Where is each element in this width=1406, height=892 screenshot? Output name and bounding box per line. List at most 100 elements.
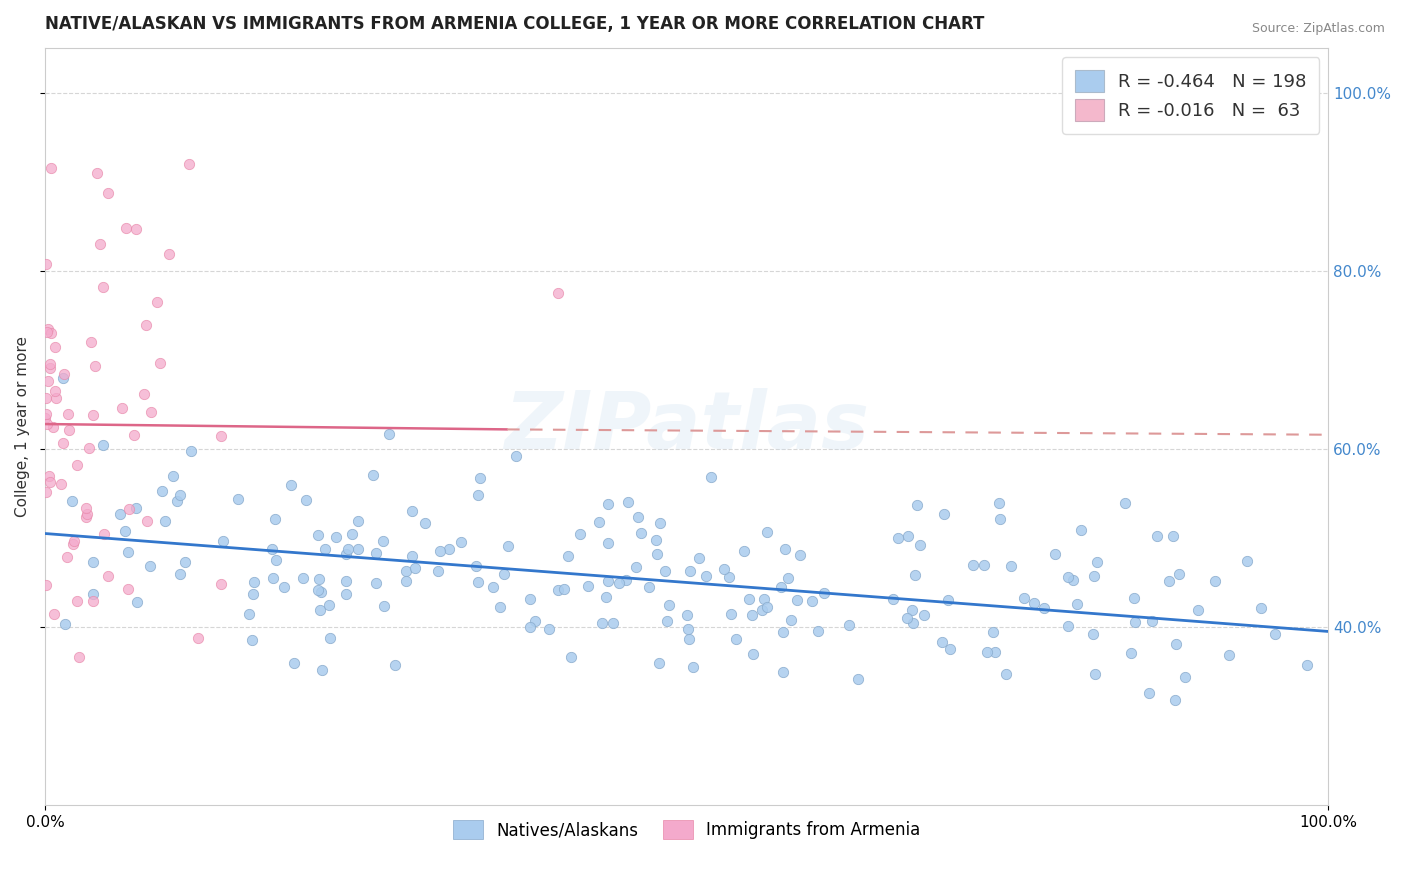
Point: [347, 542, 370, 557]
Point: [366, 546, 388, 560]
Point: [995, 666, 1018, 681]
Point: [1295, 657, 1317, 672]
Point: [378, 427, 401, 442]
Point: [1264, 626, 1286, 640]
Point: [37, 321, 59, 335]
Point: [211, 533, 233, 548]
Text: ZIPatlas: ZIPatlas: [505, 388, 869, 466]
Point: [786, 592, 808, 607]
Point: [111, 401, 134, 415]
Point: [162, 469, 184, 483]
Point: [86, 166, 108, 180]
Point: [97, 186, 120, 201]
Point: [630, 526, 652, 541]
Point: [655, 615, 678, 629]
Point: [596, 497, 619, 511]
Point: [838, 617, 860, 632]
Point: [1000, 558, 1022, 573]
Point: [598, 574, 620, 588]
Point: [58, 423, 80, 437]
Point: [34, 391, 56, 405]
Point: [733, 543, 755, 558]
Point: [938, 593, 960, 607]
Point: [89, 237, 111, 252]
Point: [169, 488, 191, 502]
Point: [114, 524, 136, 538]
Point: [58, 407, 80, 421]
Point: [264, 553, 287, 567]
Point: [557, 549, 579, 564]
Point: [340, 527, 363, 541]
Point: [648, 516, 671, 530]
Point: [169, 567, 191, 582]
Point: [325, 530, 347, 544]
Point: [588, 515, 610, 529]
Point: [314, 541, 336, 556]
Point: [464, 559, 486, 574]
Point: [1057, 570, 1080, 584]
Point: [905, 498, 928, 512]
Point: [35, 484, 58, 499]
Point: [560, 650, 582, 665]
Point: [1157, 574, 1180, 589]
Point: [110, 507, 132, 521]
Point: [1012, 591, 1035, 605]
Point: [91, 279, 114, 293]
Point: [772, 625, 794, 640]
Point: [806, 624, 828, 638]
Point: [931, 634, 953, 648]
Point: [897, 529, 920, 543]
Point: [1161, 529, 1184, 543]
Point: [53, 367, 76, 381]
Point: [42, 420, 65, 434]
Point: [644, 533, 666, 547]
Point: [1123, 615, 1146, 630]
Y-axis label: College, 1 year or more: College, 1 year or more: [15, 336, 30, 517]
Point: [1033, 601, 1056, 615]
Point: [437, 542, 460, 557]
Point: [66, 594, 89, 608]
Point: [150, 483, 173, 498]
Point: [371, 534, 394, 549]
Point: [772, 665, 794, 679]
Point: [617, 494, 640, 508]
Point: [848, 673, 870, 687]
Point: [384, 657, 406, 672]
Point: [962, 558, 984, 573]
Point: [53, 617, 76, 632]
Point: [1083, 569, 1105, 583]
Point: [1187, 603, 1209, 617]
Point: [496, 539, 519, 553]
Point: [79, 334, 101, 349]
Point: [84, 359, 107, 373]
Point: [519, 591, 541, 606]
Point: [595, 590, 617, 604]
Point: [263, 512, 285, 526]
Point: [789, 548, 811, 562]
Point: [467, 488, 489, 502]
Point: [117, 582, 139, 597]
Point: [42, 607, 65, 621]
Point: [637, 580, 659, 594]
Point: [318, 598, 340, 612]
Point: [44, 340, 66, 354]
Point: [166, 494, 188, 508]
Point: [238, 607, 260, 621]
Point: [346, 514, 368, 528]
Point: [679, 564, 702, 578]
Point: [654, 564, 676, 578]
Point: [756, 524, 779, 539]
Point: [450, 535, 472, 549]
Point: [576, 579, 599, 593]
Point: [537, 622, 560, 636]
Point: [82, 594, 104, 608]
Point: [37, 374, 59, 388]
Point: [1236, 554, 1258, 568]
Text: NATIVE/ALASKAN VS IMMIGRANTS FROM ARMENIA COLLEGE, 1 YEAR OR MORE CORRELATION CH: NATIVE/ALASKAN VS IMMIGRANTS FROM ARMENI…: [45, 15, 984, 33]
Point: [56, 550, 79, 565]
Point: [209, 577, 232, 591]
Point: [725, 632, 748, 647]
Point: [467, 574, 489, 589]
Point: [645, 547, 668, 561]
Point: [82, 587, 104, 601]
